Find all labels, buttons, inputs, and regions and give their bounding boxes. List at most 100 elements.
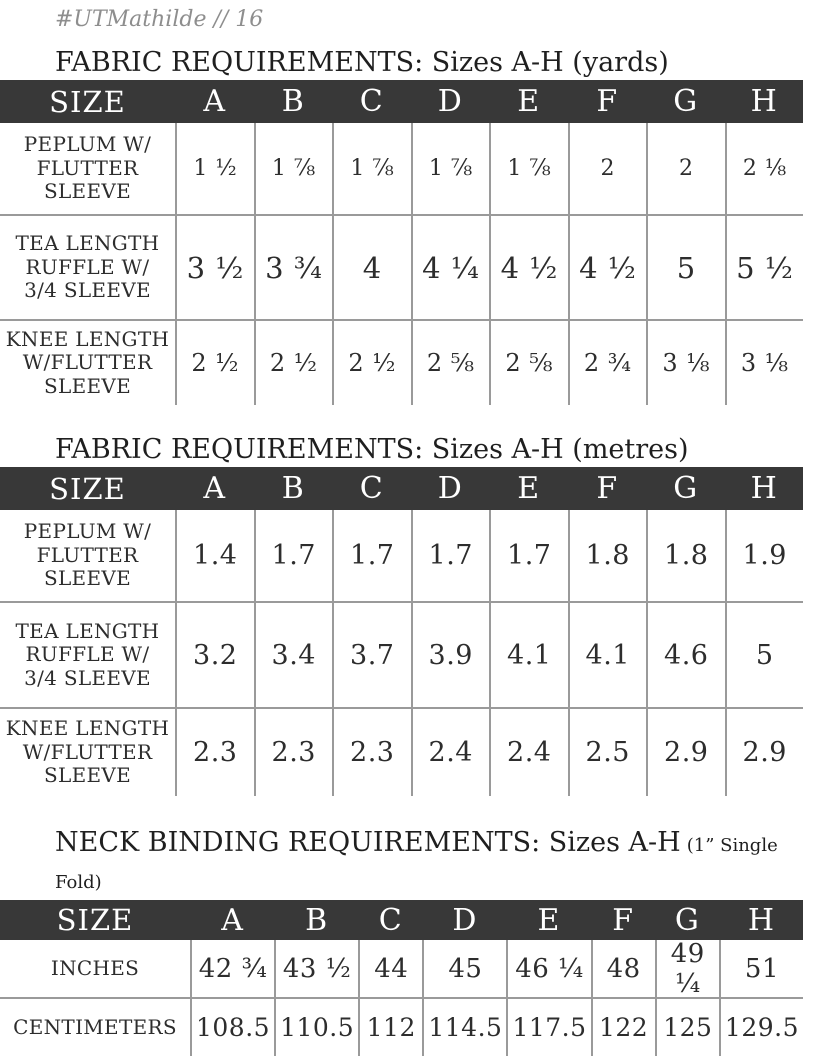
value-cell: 5 xyxy=(724,601,803,707)
value-cell: 1.8 xyxy=(567,510,647,601)
column-header-a: A xyxy=(190,900,275,940)
value-cell: 2 xyxy=(567,123,647,214)
neck-binding-requirements-table: SIZE A B C D E F G H INCHES 42 ¾ 43 ½ 44 45 46 ¼ 48 49 ¼… xyxy=(0,900,803,1056)
value-cell: 3 ⅛ xyxy=(724,319,803,405)
column-header-f: F xyxy=(590,900,655,940)
value-cell: 112 xyxy=(358,997,423,1056)
section-neck-binding: NECK BINDING REQUIREMENTS: Sizes A-H (1” … xyxy=(0,826,825,1056)
value-cell: 51 xyxy=(718,940,803,997)
value-cell: 2.3 xyxy=(253,707,332,796)
section-title-neck-binding-note: (1” Single Fold) xyxy=(55,835,778,893)
value-cell: 2.4 xyxy=(410,707,489,796)
fabric-requirements-metres-table: SIZE A B C D E F G H PEPLUM W/ FLUTTER SLEEVE 1.4 1… xyxy=(0,467,803,796)
column-header-e: E xyxy=(489,80,568,123)
value-cell: 1.7 xyxy=(253,510,333,601)
value-cell: 3.7 xyxy=(332,601,411,707)
section-fabric-yards: FABRIC REQUIREMENTS: Sizes A-H (yards) S… xyxy=(0,46,825,405)
value-cell: 2 ⅝ xyxy=(489,319,568,405)
value-cell: 110.5 xyxy=(274,997,359,1056)
value-cell: 2 ⅝ xyxy=(410,319,489,405)
value-cell: 2.9 xyxy=(646,707,725,796)
section-title-metres-text: FABRIC REQUIREMENTS: Sizes A-H (metres) xyxy=(55,434,689,465)
value-cell: 42 ¾ xyxy=(190,940,274,997)
column-header-size: SIZE xyxy=(0,900,190,940)
column-header-f: F xyxy=(567,467,646,510)
value-cell: 2 ¾ xyxy=(567,319,646,405)
value-cell: 49 ¼ xyxy=(654,939,719,999)
value-cell: 3 ¾ xyxy=(253,214,332,319)
row-label: PEPLUM W/ FLUTTER SLEEVE xyxy=(23,519,152,591)
value-cell: 2 ½ xyxy=(175,319,254,405)
value-cell: 1.9 xyxy=(724,510,804,601)
column-header-d: D xyxy=(410,467,489,510)
row-label: KNEE LENGTH W/FLUTTER SLEEVE xyxy=(0,707,175,796)
column-header-b: B xyxy=(274,900,359,940)
value-cell: 117.5 xyxy=(506,997,591,1056)
value-cell: 129.5 xyxy=(718,997,803,1056)
column-header-h: H xyxy=(724,467,803,510)
section-title-yards: FABRIC REQUIREMENTS: Sizes A-H (yards) xyxy=(55,46,825,80)
column-header-c: C xyxy=(332,80,411,123)
value-cell: 5 ½ xyxy=(724,214,803,319)
column-header-h: H xyxy=(724,80,803,123)
value-cell: 1.8 xyxy=(646,510,725,601)
value-cell: 4 xyxy=(332,214,411,319)
value-cell: 2 ½ xyxy=(332,319,411,405)
column-header-d: D xyxy=(410,80,489,123)
value-cell: 4 ½ xyxy=(567,214,646,319)
value-cell: 3.4 xyxy=(253,601,332,707)
value-cell: 1 ½ xyxy=(175,123,254,214)
value-cell: 1.4 xyxy=(175,510,254,601)
value-cell: 2 xyxy=(646,123,725,214)
column-header-a: A xyxy=(175,80,254,123)
column-header-d: D xyxy=(422,900,507,940)
value-cell: 2 ½ xyxy=(253,319,332,405)
column-header-f: F xyxy=(567,80,646,123)
value-cell: 108.5 xyxy=(190,997,275,1056)
column-header-b: B xyxy=(253,80,332,123)
section-title-yards-text: FABRIC REQUIREMENTS: Sizes A-H (yards) xyxy=(55,47,669,78)
column-header-g: G xyxy=(646,80,725,123)
value-cell: 3.9 xyxy=(410,601,489,707)
value-cell: 4 ¼ xyxy=(410,214,489,319)
value-cell: 114.5 xyxy=(422,997,507,1056)
value-cell: 4.1 xyxy=(567,601,646,707)
value-cell: 3 ½ xyxy=(175,214,254,319)
column-header-c: C xyxy=(358,900,423,940)
value-cell: 1.7 xyxy=(332,510,411,601)
section-title-metres: FABRIC REQUIREMENTS: Sizes A-H (metres) xyxy=(55,433,825,467)
value-cell: 1.7 xyxy=(489,510,568,601)
column-header-size: SIZE xyxy=(0,80,175,123)
value-cell: 1 ⅞ xyxy=(410,123,490,214)
column-header-b: B xyxy=(253,467,332,510)
column-header-g: G xyxy=(646,467,725,510)
value-cell: 1 ⅞ xyxy=(332,123,411,214)
value-cell: 2.3 xyxy=(332,707,411,796)
row-label: CENTIMETERS xyxy=(0,997,190,1056)
row-label: KNEE LENGTH W/FLUTTER SLEEVE xyxy=(0,319,175,405)
value-cell: 44 xyxy=(358,940,422,997)
value-cell: 5 xyxy=(646,214,725,319)
row-label: TEA LENGTH RUFFLE W/ 3/4 SLEEVE xyxy=(0,601,175,707)
section-title-neck-binding-text: NECK BINDING REQUIREMENTS: Sizes A-H xyxy=(55,827,681,858)
value-cell: 2 ⅛ xyxy=(724,123,804,214)
value-cell: 1 ⅞ xyxy=(253,123,333,214)
value-cell: 46 ¼ xyxy=(506,940,590,997)
value-cell: 48 xyxy=(590,940,655,997)
value-cell: 2.3 xyxy=(175,707,254,796)
value-cell: 4.1 xyxy=(489,601,568,707)
section-title-neck-binding: NECK BINDING REQUIREMENTS: Sizes A-H (1” … xyxy=(55,826,825,900)
value-cell: 122 xyxy=(590,997,655,1056)
row-label: TEA LENGTH RUFFLE W/ 3/4 SLEEVE xyxy=(0,214,175,319)
value-cell: 2.4 xyxy=(489,707,568,796)
column-header-e: E xyxy=(506,900,591,940)
column-header-e: E xyxy=(489,467,568,510)
section-fabric-metres: FABRIC REQUIREMENTS: Sizes A-H (metres) … xyxy=(0,433,825,796)
value-cell: 3.2 xyxy=(175,601,254,707)
column-header-h: H xyxy=(718,900,803,940)
row-label: PEPLUM W/ FLUTTER SLEEVE xyxy=(23,132,152,204)
value-cell: 2.5 xyxy=(567,707,646,796)
value-cell: 4 ½ xyxy=(489,214,568,319)
row-label: INCHES xyxy=(50,955,140,980)
